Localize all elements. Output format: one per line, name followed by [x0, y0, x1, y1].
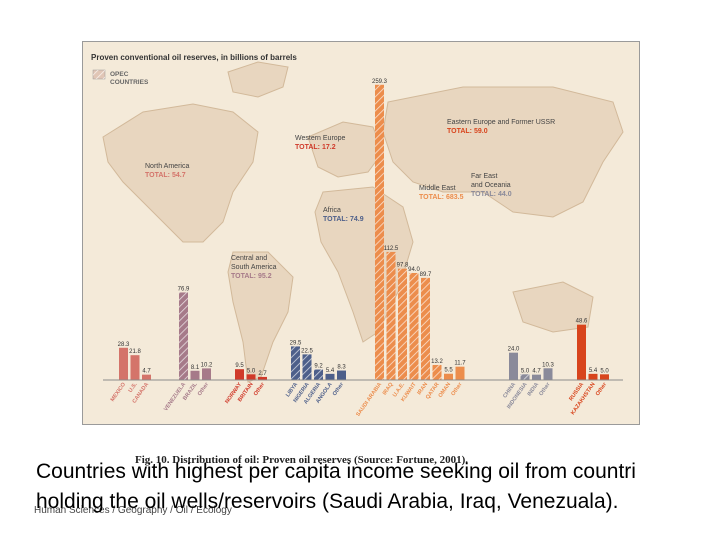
bar-value-label: 28.3	[118, 342, 130, 348]
slide-credit: Human Sciences / Geography / Oil / Ecolo…	[34, 505, 232, 516]
bar-value-label: 24.0	[508, 347, 520, 353]
bar-canada	[142, 374, 151, 380]
bar-russia	[577, 324, 586, 380]
bar-value-label: 2.7	[258, 371, 267, 377]
bar-other	[337, 370, 346, 380]
legend-label-countries: COUNTRIES	[110, 79, 149, 86]
region-label: Far East and Oceania TOTAL: 44.0	[471, 173, 512, 198]
bar-category-label: U.S.	[128, 381, 139, 394]
bar-other	[202, 368, 211, 380]
region-name: Middle East	[419, 185, 456, 192]
bar-value-label: 5.0	[521, 368, 530, 374]
region-total: TOTAL: 74.9	[323, 216, 364, 223]
bar-angola	[325, 373, 335, 380]
bar-other	[543, 368, 553, 380]
region-total: TOTAL: 17.2	[295, 144, 336, 151]
legend-label-opec: OPEC	[110, 71, 129, 78]
bar-value-label: 5.0	[247, 368, 256, 374]
region-label: Eastern Europe and Former USSR TOTAL: 59.…	[447, 119, 555, 135]
bar-value-label: 76.9	[178, 286, 190, 292]
bar-value-label: 21.8	[129, 349, 141, 355]
bar-value-label: 10.3	[542, 362, 554, 368]
bar-opec-hatch	[409, 272, 419, 380]
bar-value-label: 4.7	[142, 369, 151, 375]
bar-opec-hatch	[291, 346, 300, 380]
region-name: Africa	[323, 207, 341, 214]
bar-opec-hatch	[398, 268, 407, 380]
region-name: North America	[145, 163, 189, 170]
bar-value-label: 8.3	[337, 365, 346, 371]
legend-swatch-hatch	[93, 70, 105, 79]
bar-norway	[235, 369, 244, 380]
bar-value-label: 4.7	[532, 369, 541, 375]
bar-value-label: 48.6	[576, 319, 588, 325]
bar-value-label: 94.0	[408, 267, 420, 273]
bar-value-label: 10.2	[201, 362, 213, 368]
bar-mexico	[119, 347, 128, 380]
bar-opec-hatch	[302, 354, 312, 380]
bar-kazakhstan	[588, 373, 598, 380]
region-name: Eastern Europe and Former USSR	[447, 119, 555, 126]
bar-value-label: 11.7	[454, 361, 466, 367]
bar-value-label: 5.4	[326, 368, 335, 374]
bar-value-label: 9.2	[314, 364, 323, 370]
bar-u-s-	[130, 355, 140, 380]
chart-title: Proven conventional oil reserves, in bil…	[91, 53, 297, 62]
bar-brazil	[190, 370, 200, 380]
bar-china	[509, 352, 518, 380]
oil-reserves-chart: Proven conventional oil reserves, in bil…	[83, 42, 639, 424]
bar-opec-hatch	[375, 84, 384, 380]
bar-value-label: 8.1	[191, 365, 200, 371]
region-name: Western Europe	[295, 135, 346, 142]
world-map	[102, 61, 624, 383]
bar-value-label: 5.5	[444, 368, 453, 374]
region-label: North America TOTAL: 54.7	[145, 163, 189, 179]
bar-value-label: 29.5	[290, 340, 302, 346]
bar-value-label: 97.8	[397, 263, 409, 269]
bar-value-label: 259.3	[372, 79, 388, 85]
oil-reserves-figure: Proven conventional oil reserves, in bil…	[82, 41, 640, 425]
bar-opec-hatch	[314, 369, 323, 380]
bar-opec-hatch	[386, 251, 396, 380]
bar-india	[532, 374, 541, 380]
region-total: TOTAL: 95.2	[231, 273, 272, 280]
bar-opec-hatch	[432, 364, 442, 380]
bar-oman	[444, 373, 453, 380]
bar-value-label: 5.4	[589, 368, 598, 374]
region-name-line-2: South America	[231, 264, 277, 271]
region-name: Central and	[231, 255, 267, 262]
slide-text-line-2: holding the oil wells/reservoirs (Saudi …	[36, 490, 619, 513]
region-label: Middle East TOTAL: 683.5	[419, 185, 464, 201]
slide-text-line-1: Countries with highest per capita income…	[36, 460, 636, 483]
bar-value-label: 9.5	[235, 363, 244, 369]
region-label: Africa TOTAL: 74.9	[323, 207, 364, 223]
bar-value-label: 22.5	[301, 348, 313, 354]
region-name: Far East	[471, 173, 498, 180]
bar-other	[258, 376, 267, 380]
bar-other	[600, 374, 609, 380]
bar-value-label: 13.2	[431, 359, 443, 365]
region-label: Central and South America TOTAL: 95.2	[231, 255, 277, 280]
region-label: Western Europe TOTAL: 17.2	[295, 135, 346, 151]
region-total: TOTAL: 44.0	[471, 191, 512, 198]
bar-value-label: 89.7	[420, 272, 432, 278]
region-total: TOTAL: 59.0	[447, 128, 488, 135]
bar-opec-hatch	[421, 277, 430, 380]
figure-caption: Fig. 10. Distribution of oil: Proven oil…	[135, 454, 469, 466]
bar-value-label: 5.0	[600, 368, 609, 374]
region-total: TOTAL: 683.5	[419, 194, 464, 201]
bar-opec-hatch	[179, 292, 188, 380]
region-name-line-2: and Oceania	[471, 182, 511, 189]
region-labels: North America TOTAL: 54.7 Central and South…	[145, 119, 555, 280]
bar-opec-hatch	[520, 374, 530, 380]
legend: OPEC COUNTRIES	[92, 69, 149, 86]
bar-britain	[246, 374, 256, 380]
bar-value-label: 112.5	[384, 246, 399, 252]
bar-other	[455, 366, 465, 380]
region-total: TOTAL: 54.7	[145, 172, 186, 179]
